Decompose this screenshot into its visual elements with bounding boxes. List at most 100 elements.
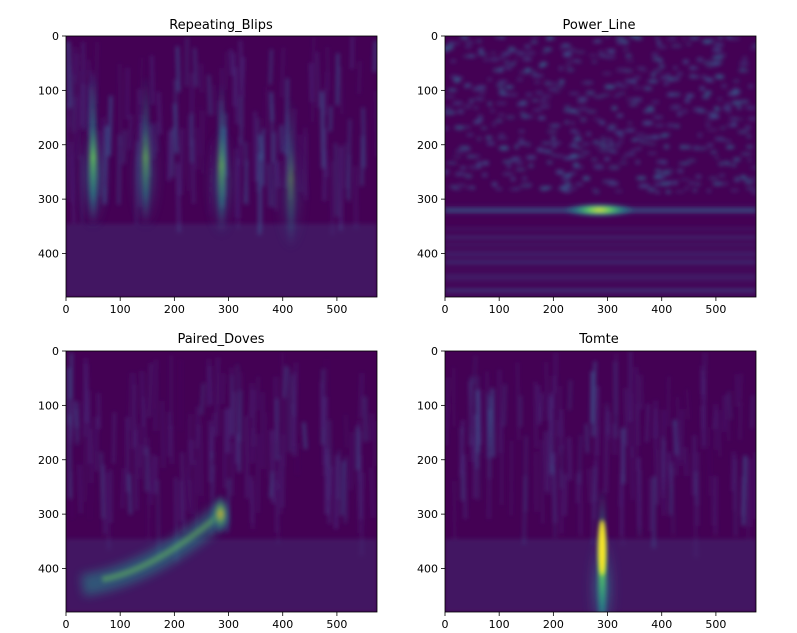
texture-speckle: [616, 40, 626, 45]
texture-speckle: [496, 83, 505, 88]
texture-speckle: [664, 172, 672, 176]
texture-speckle: [553, 124, 562, 127]
texture-streak: [373, 40, 377, 73]
texture-speckle: [450, 59, 457, 63]
texture-streak: [369, 413, 374, 442]
texture-speckle: [727, 91, 739, 97]
texture-speckle: [647, 188, 656, 193]
texture-streak: [249, 382, 253, 418]
heatmap-area: [66, 351, 377, 612]
texture-streak: [315, 51, 320, 108]
texture-speckle: [537, 116, 546, 120]
texture-streak: [131, 384, 137, 450]
texture-streak: [201, 110, 205, 174]
texture-speckle: [743, 106, 751, 109]
texture-speckle: [606, 126, 617, 131]
texture-speckle: [618, 134, 625, 138]
texture-speckle: [746, 145, 754, 149]
texture-speckle: [607, 181, 620, 186]
texture-speckle: [625, 59, 635, 62]
texture-speckle: [464, 84, 469, 89]
texture-streak: [684, 447, 688, 477]
texture-speckle: [665, 190, 672, 194]
plot-frame: [65, 350, 378, 613]
texture-speckle: [747, 158, 753, 162]
texture-streak: [251, 408, 255, 464]
texture-speckle: [530, 73, 540, 77]
texture-speckle: [695, 174, 702, 179]
texture-streak: [331, 161, 334, 235]
texture-speckle: [600, 136, 605, 140]
texture-streak: [81, 41, 85, 73]
feature-horizontal-band: [445, 203, 756, 217]
texture-band: [445, 259, 756, 261]
heatmap-area: [445, 36, 756, 297]
texture-speckle: [635, 147, 642, 151]
texture-streak: [544, 431, 549, 492]
texture-streak: [661, 449, 664, 499]
texture-speckle: [704, 90, 712, 95]
texture-streak: [344, 143, 347, 189]
texture-speckle: [538, 64, 545, 68]
texture-speckle: [623, 48, 629, 51]
texture-streak: [735, 374, 739, 407]
texture-speckle: [452, 155, 462, 158]
texture-streak: [145, 447, 149, 492]
texture-speckle: [525, 142, 532, 147]
texture-speckle: [699, 86, 705, 91]
texture-streak: [108, 95, 113, 157]
texture-speckle: [738, 68, 749, 73]
texture-speckle: [570, 129, 578, 133]
texture-streak: [535, 452, 537, 512]
texture-speckle: [457, 109, 465, 114]
texture-speckle: [600, 93, 611, 97]
texture-speckle: [498, 36, 506, 40]
texture-streak: [553, 394, 557, 464]
texture-speckle: [463, 125, 472, 129]
texture-speckle: [635, 137, 644, 141]
texture-speckle: [599, 140, 608, 143]
texture-speckle: [665, 73, 672, 76]
band-peak: [563, 203, 636, 217]
texture-speckle: [525, 51, 536, 55]
texture-speckle: [486, 141, 496, 146]
texture-streak: [327, 455, 330, 501]
texture-streak: [323, 88, 325, 160]
texture-speckle: [520, 183, 531, 189]
texture-speckle: [647, 152, 658, 155]
texture-streak: [585, 423, 589, 454]
texture-band: [445, 256, 756, 258]
texture-speckle: [505, 115, 516, 120]
texture-speckle: [546, 129, 558, 134]
texture-speckle: [625, 54, 632, 58]
texture-speckle: [568, 92, 580, 95]
texture-streak: [140, 57, 143, 105]
texture-speckle: [615, 143, 621, 149]
texture-speckle: [663, 81, 669, 86]
texture-speckle: [689, 73, 695, 79]
texture-speckle: [505, 85, 514, 90]
y-tick-label: 100: [38, 399, 59, 412]
texture-streak: [279, 455, 282, 515]
y-tick-label: 200: [38, 454, 59, 467]
texture-streak: [267, 163, 272, 207]
texture-speckle: [692, 107, 704, 112]
texture-speckle: [697, 132, 703, 138]
texture-speckle: [513, 187, 522, 191]
texture-streak: [154, 359, 157, 432]
texture-speckle: [614, 189, 623, 193]
texture-speckle: [652, 68, 663, 74]
texture-streak: [265, 412, 269, 479]
texture-speckle: [688, 36, 700, 40]
texture-speckle: [737, 129, 749, 134]
texture-speckle: [473, 106, 479, 110]
texture-band: [445, 276, 756, 278]
texture-speckle: [634, 36, 643, 40]
texture-streak: [645, 403, 650, 443]
texture-band: [445, 227, 756, 230]
texture-speckle: [745, 187, 756, 190]
texture-streak: [452, 480, 456, 540]
texture-speckle: [650, 72, 656, 77]
x-tick-label: 400: [272, 618, 293, 631]
texture-streak: [74, 409, 79, 445]
